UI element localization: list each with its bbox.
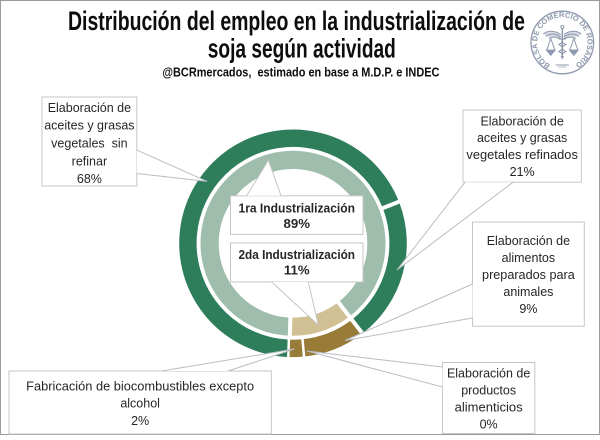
svg-text:aceites y grasas: aceites y grasas: [44, 119, 134, 133]
svg-text:refinar: refinar: [72, 154, 107, 168]
svg-text:Distribución del empleo en la: Distribución del empleo en la industrial…: [68, 6, 525, 36]
svg-text:Elaboración de: Elaboración de: [48, 101, 131, 115]
svg-text:1ra Industrialización: 1ra Industrialización: [239, 201, 356, 216]
svg-text:21%: 21%: [510, 165, 535, 179]
svg-text:2%: 2%: [131, 414, 149, 428]
svg-text:alcohol: alcohol: [120, 397, 160, 411]
svg-text:aceites y grasas: aceites y grasas: [477, 131, 567, 145]
svg-text:alimentos: alimentos: [502, 251, 556, 265]
svg-text:vegetales refinados: vegetales refinados: [466, 148, 578, 162]
svg-text:68%: 68%: [77, 172, 102, 186]
svg-text:vegetales sin: vegetales sin: [51, 137, 127, 151]
svg-text:9%: 9%: [519, 302, 537, 316]
svg-text:Elaboración de: Elaboración de: [487, 234, 570, 248]
svg-text:Fabricación de biocombustibles: Fabricación de biocombustibles excepto: [26, 379, 254, 393]
svg-text:@BCRmercados, estimado en bas: @BCRmercados, estimado en base a M.D.P. …: [162, 65, 439, 79]
svg-text:alimenticios: alimenticios: [455, 401, 523, 415]
svg-text:11%: 11%: [284, 263, 310, 278]
svg-text:Elaboración de: Elaboración de: [447, 367, 530, 381]
svg-text:2da Industrialización: 2da Industrialización: [239, 247, 356, 262]
svg-text:Elaboración de: Elaboración de: [480, 114, 563, 128]
svg-text:0%: 0%: [480, 418, 498, 432]
svg-text:89%: 89%: [284, 216, 311, 231]
svg-text:preparados para: preparados para: [482, 268, 575, 282]
svg-text:animales: animales: [503, 285, 553, 299]
svg-text:soja según actividad: soja según actividad: [208, 34, 396, 64]
svg-text:productos: productos: [461, 384, 516, 398]
